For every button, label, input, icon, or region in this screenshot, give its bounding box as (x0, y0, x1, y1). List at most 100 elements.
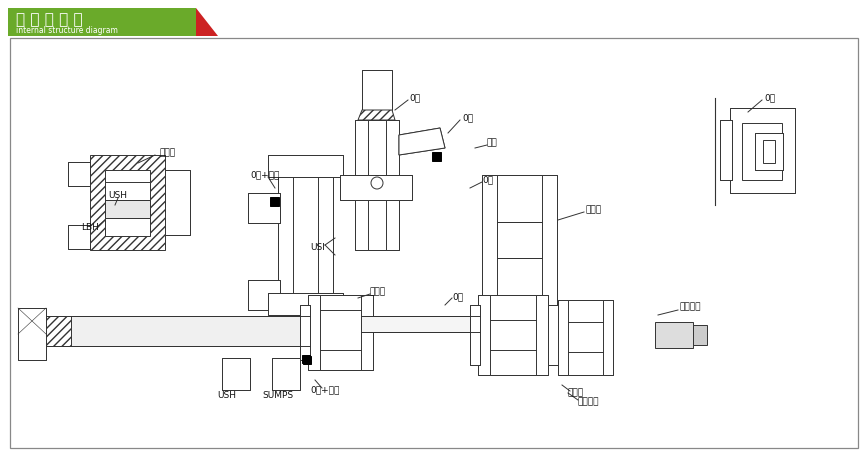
Bar (470, 305, 480, 365)
Bar (355, 120, 399, 175)
Bar (300, 305, 310, 360)
Bar (470, 305, 480, 365)
Text: internal structure diagram: internal structure diagram (16, 27, 118, 35)
Text: 0圈: 0圈 (463, 114, 474, 122)
Bar (548, 305, 558, 365)
Text: 0圈: 0圈 (765, 93, 776, 103)
Bar (355, 200, 399, 250)
Bar (720, 120, 732, 180)
Bar (68, 162, 90, 186)
Bar (270, 197, 279, 206)
Text: 缓冲圈: 缓冲圈 (585, 206, 602, 214)
Bar (268, 155, 343, 177)
Polygon shape (196, 8, 218, 36)
Bar (340, 175, 412, 200)
Bar (10, 38, 858, 448)
Bar (105, 218, 150, 236)
Bar (248, 280, 280, 310)
Polygon shape (358, 110, 395, 120)
Bar (742, 123, 782, 180)
Bar (548, 305, 558, 365)
Bar (293, 160, 318, 315)
Text: 0圈: 0圈 (410, 93, 421, 103)
Bar (68, 225, 90, 249)
Bar (90, 155, 165, 250)
Bar (222, 358, 250, 390)
Text: 缓冲柱塞: 缓冲柱塞 (680, 302, 701, 311)
Bar (278, 160, 333, 315)
Bar (308, 295, 373, 370)
Bar (655, 322, 693, 348)
Polygon shape (399, 128, 445, 155)
Text: 导向环: 导向环 (160, 148, 176, 158)
Text: USH: USH (108, 191, 128, 201)
Bar (272, 358, 300, 390)
Bar (368, 200, 386, 250)
Bar (482, 175, 557, 305)
Bar (248, 193, 280, 223)
Bar (308, 295, 373, 370)
Bar (730, 108, 795, 193)
Bar (268, 155, 343, 177)
Text: 0圈+白垫: 0圈+白垫 (250, 170, 279, 180)
Bar (302, 355, 310, 363)
Text: 0圈+白垫: 0圈+白垫 (311, 386, 339, 394)
Bar (46, 316, 310, 346)
Bar (730, 108, 795, 193)
Bar (278, 160, 333, 315)
Text: LBH: LBH (81, 224, 99, 233)
Bar (568, 300, 603, 375)
Bar (105, 170, 150, 235)
Text: SUMPS: SUMPS (262, 391, 293, 399)
Bar (478, 295, 548, 375)
Bar (303, 356, 311, 364)
Bar (720, 120, 732, 180)
Bar (18, 308, 46, 360)
Bar (497, 175, 542, 305)
Bar (478, 295, 548, 375)
Bar (340, 175, 412, 200)
Bar (432, 152, 441, 161)
Bar (362, 70, 392, 110)
Bar (490, 295, 536, 375)
Bar (300, 305, 310, 360)
Bar (222, 358, 250, 390)
Bar (362, 70, 392, 110)
Bar (355, 120, 399, 175)
Bar (558, 300, 613, 375)
Bar (46, 316, 71, 346)
Bar (105, 200, 150, 218)
Bar (361, 316, 481, 332)
Bar (165, 170, 190, 235)
Bar (558, 300, 613, 375)
Bar (497, 222, 542, 258)
Bar (355, 200, 399, 250)
Bar (272, 358, 300, 390)
Bar (8, 8, 196, 36)
Bar (763, 140, 775, 163)
Text: 0圈: 0圈 (483, 175, 494, 185)
Bar (68, 225, 90, 249)
Bar (165, 170, 190, 235)
Text: 内 部 结 构 图: 内 部 结 构 图 (16, 12, 82, 27)
Text: 导向环: 导向环 (568, 388, 584, 398)
Bar (482, 175, 557, 305)
Bar (368, 120, 386, 175)
Bar (268, 293, 343, 315)
Bar (105, 182, 150, 200)
Text: 0圈: 0圈 (452, 293, 464, 301)
Text: 气封平垫: 气封平垫 (577, 398, 599, 407)
Text: 导向环: 导向环 (370, 288, 386, 296)
Bar (320, 295, 361, 370)
Text: 白垫: 白垫 (487, 138, 497, 147)
Bar (755, 133, 783, 170)
Polygon shape (180, 18, 196, 36)
Bar (248, 280, 280, 310)
Text: USI: USI (311, 242, 326, 251)
Text: USH: USH (218, 391, 236, 399)
Bar (755, 133, 783, 170)
Bar (248, 193, 280, 223)
Bar (693, 325, 707, 345)
Circle shape (371, 177, 383, 189)
Bar (268, 293, 343, 315)
